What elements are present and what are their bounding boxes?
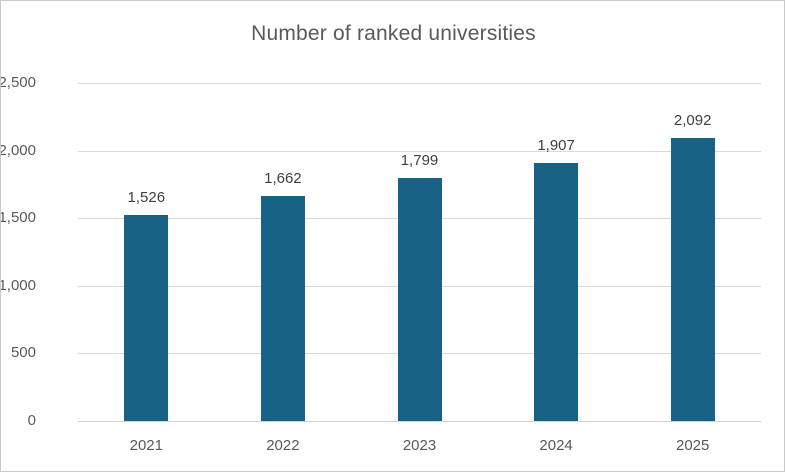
y-axis-tick-label: 1,000	[0, 276, 36, 294]
x-axis-tick-label-2021: 2021	[129, 437, 163, 454]
data-label-2021: 1,526	[127, 188, 166, 206]
data-label-2024: 1,907	[537, 137, 575, 155]
x-axis-tick-label-2025: 2025	[676, 437, 710, 454]
gridline	[78, 83, 761, 84]
y-axis-tick-label: 0	[27, 412, 36, 429]
gridline	[78, 150, 761, 152]
x-axis-tick-label-2023: 2023	[402, 437, 437, 454]
y-axis-tick-label: 1,500	[0, 209, 36, 227]
data-label-2022: 1,662	[264, 170, 302, 188]
bar-2021	[124, 214, 169, 421]
chart-title: Number of ranked universities	[251, 22, 536, 45]
bar-2024	[534, 163, 579, 421]
data-label-2023: 1,799	[400, 151, 439, 169]
x-axis-tick-label-2022: 2022	[266, 437, 300, 454]
bar-2025	[670, 138, 715, 421]
plot-area: 2,500 2,000 1,500 1,000 500 0 1,526 2021 1,662 20…	[1, 74, 761, 454]
y-axis-tick-label: 2,500	[0, 74, 36, 91]
x-axis-tick-label-2024: 2024	[539, 437, 573, 454]
y-axis-tick-label: 2,000	[0, 141, 36, 159]
x-axis-line	[78, 421, 761, 422]
bar-2022	[260, 196, 305, 421]
data-label-2025: 2,092	[673, 112, 712, 130]
y-axis-tick-label: 500	[10, 344, 36, 362]
bar-2023	[397, 177, 442, 421]
